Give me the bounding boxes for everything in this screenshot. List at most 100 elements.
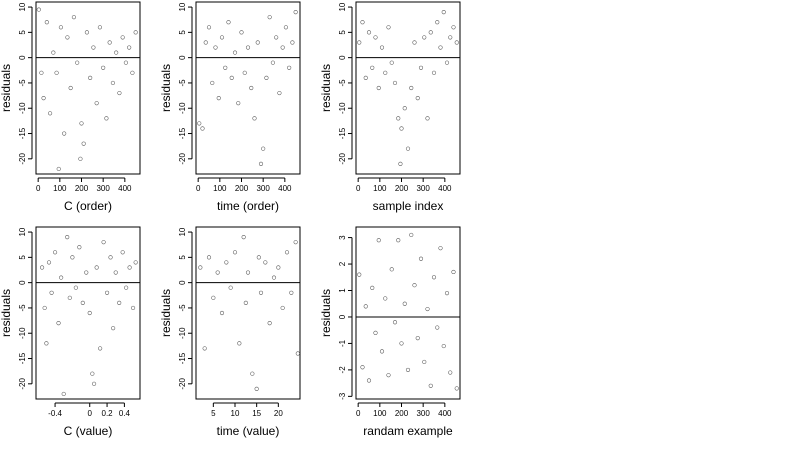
data-point	[441, 344, 446, 349]
y-tick-label: 0	[178, 280, 187, 285]
data-point	[386, 373, 391, 378]
data-point	[58, 25, 63, 30]
data-point	[287, 65, 292, 70]
data-point	[206, 255, 212, 260]
y-tick-label: -15	[338, 127, 347, 139]
data-point	[283, 25, 288, 30]
data-point	[409, 232, 414, 238]
data-point	[130, 305, 136, 311]
data-point	[256, 255, 261, 260]
data-point	[415, 96, 420, 101]
data-point	[80, 300, 85, 305]
data-point	[422, 359, 427, 365]
data-point	[245, 45, 251, 50]
y-tick-label: -15	[178, 127, 187, 139]
data-point	[94, 265, 99, 270]
data-point	[36, 7, 41, 12]
data-point	[232, 250, 238, 255]
data-point	[107, 40, 112, 45]
residual-panel: 0 100 200 300 400 -20 -15 -10 -5 0 5 10 sample index…	[319, 1, 461, 213]
data-point	[120, 35, 125, 40]
x-tick-label: 0	[36, 184, 41, 193]
data-point	[101, 240, 106, 245]
data-point	[117, 300, 122, 305]
data-point	[412, 40, 417, 45]
data-point	[243, 300, 248, 305]
data-point	[200, 126, 205, 131]
y-tick-label: 10	[178, 2, 187, 11]
data-point	[396, 238, 401, 243]
data-point	[104, 116, 109, 121]
plot-frame	[195, 1, 301, 175]
data-point	[56, 321, 61, 326]
data-point	[67, 295, 72, 300]
x-tick-label: 100	[373, 409, 387, 418]
data-point	[373, 330, 378, 335]
data-point	[70, 255, 75, 260]
data-point	[289, 290, 294, 295]
residual-panel: 0 100 200 300 400 -20 -15 -10 -5 0 5 10 C (order) res…	[0, 1, 141, 213]
x-tick-label: 100	[373, 184, 387, 193]
data-point	[357, 40, 362, 45]
data-point	[435, 20, 440, 25]
x-tick-label: 400	[438, 409, 452, 418]
data-point	[366, 30, 372, 35]
x-tick-label: 0.2	[102, 409, 114, 418]
data-point	[454, 386, 459, 391]
y-axis-title: residuals	[159, 289, 173, 337]
data-point	[418, 65, 424, 70]
y-tick-label: 0	[18, 55, 27, 60]
y-tick-label: 10	[18, 2, 27, 11]
data-point	[389, 267, 394, 272]
data-point	[44, 341, 49, 346]
data-point	[295, 351, 300, 356]
data-point	[133, 260, 138, 265]
data-point	[81, 141, 86, 146]
data-point	[399, 126, 404, 131]
y-tick-label: 10	[18, 227, 27, 236]
y-tick-label: -10	[178, 327, 187, 339]
data-point	[261, 146, 266, 151]
y-tick-label: -20	[178, 377, 187, 389]
data-point	[84, 270, 89, 275]
y-tick-label: 0	[178, 55, 187, 60]
y-tick-label: 0	[18, 280, 27, 285]
data-point	[202, 346, 207, 351]
data-point	[223, 65, 228, 70]
data-point	[271, 275, 277, 280]
x-tick-label: 5	[211, 409, 216, 418]
y-tick-label: -20	[338, 152, 347, 164]
x-tick-label: 100	[53, 184, 67, 193]
data-point	[62, 131, 67, 136]
data-point	[79, 121, 84, 126]
data-point	[284, 250, 290, 255]
data-point	[402, 301, 407, 306]
x-axis-title: time (value)	[217, 424, 280, 438]
data-point	[370, 285, 375, 290]
x-axis-title: randam example	[363, 424, 453, 438]
data-point	[402, 106, 407, 111]
data-point	[229, 75, 234, 80]
data-point	[373, 35, 378, 40]
data-point	[409, 85, 414, 91]
y-tick-label: -5	[338, 79, 347, 87]
data-point	[242, 70, 247, 75]
data-point	[438, 246, 443, 251]
data-point	[228, 285, 233, 290]
plot-frame	[355, 1, 461, 175]
y-tick-label: -15	[178, 352, 187, 364]
data-point	[51, 50, 56, 55]
data-point	[383, 296, 388, 301]
x-axis-title: C (value)	[64, 424, 113, 438]
y-tick-label: 5	[338, 30, 347, 35]
data-point	[127, 265, 132, 270]
data-point	[56, 166, 61, 172]
data-point	[277, 90, 282, 96]
y-tick-label: -3	[338, 392, 347, 400]
data-point	[258, 290, 264, 295]
data-point	[226, 20, 231, 25]
data-point	[448, 35, 453, 40]
x-tick-label: 400	[438, 184, 452, 193]
y-tick-label: -15	[18, 127, 27, 139]
